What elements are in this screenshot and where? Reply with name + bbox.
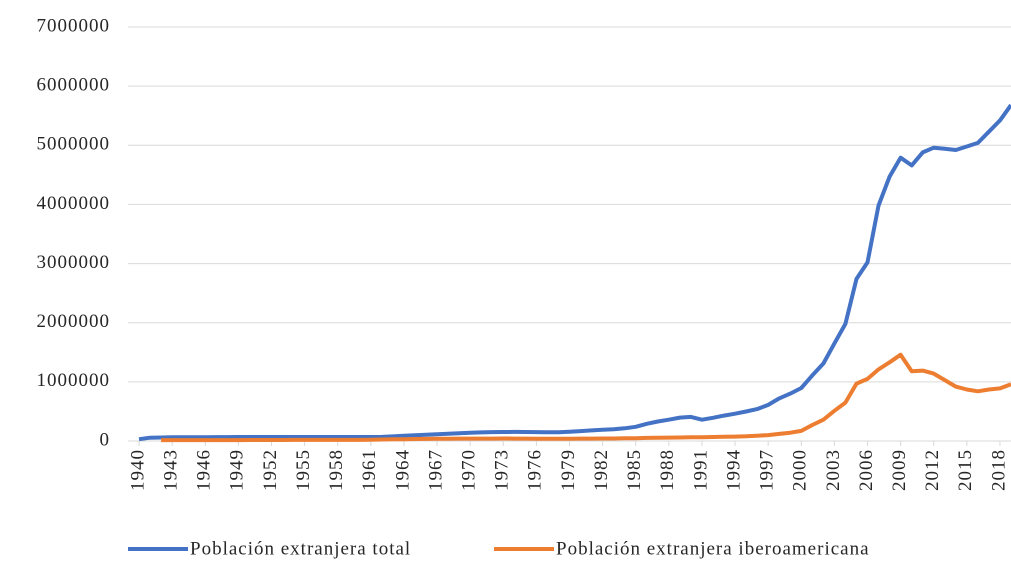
y-tick-label: 3000000: [37, 252, 111, 273]
y-tick-label: 1000000: [37, 370, 111, 391]
x-tick-label: 1949: [227, 449, 248, 491]
x-tick-label: 2009: [889, 449, 910, 491]
x-tick-label: 1940: [127, 449, 148, 491]
x-tick-label: 2006: [856, 449, 877, 491]
y-tick-label: 0: [100, 429, 111, 450]
x-tick-label: 2012: [922, 449, 943, 491]
x-tick-label: 1964: [392, 449, 413, 491]
y-tick-label: 5000000: [37, 134, 111, 155]
legend-label: Población extranjera total: [190, 538, 411, 559]
x-tick-label: 2000: [790, 449, 811, 491]
x-tick-label: 1961: [359, 449, 380, 491]
x-tick-label: 1970: [459, 449, 480, 491]
legend-label: Población extranjera iberoamericana: [556, 538, 870, 559]
legend-item: Población extranjera total: [128, 538, 411, 559]
x-tick-label: 1952: [260, 449, 281, 491]
x-tick-label: 1985: [624, 449, 645, 491]
x-tick-label: 1976: [525, 449, 546, 491]
series-line: [161, 352, 1011, 443]
x-tick-label: 1973: [492, 449, 513, 491]
x-tick-label: 2015: [955, 449, 976, 491]
x-tick-label: 1967: [425, 449, 446, 491]
x-tick-label: 1991: [690, 449, 711, 491]
y-tick-label: 6000000: [37, 75, 111, 96]
y-tick-label: 2000000: [37, 311, 111, 332]
x-tick-label: 1988: [657, 449, 678, 491]
x-tick-label: 1997: [757, 449, 778, 491]
series-line: [138, 103, 1011, 442]
x-tick-label: 2003: [823, 449, 844, 491]
x-tick-label: 2018: [988, 449, 1009, 491]
x-tick-label: 1982: [591, 449, 612, 491]
x-tick-label: 1979: [558, 449, 579, 491]
y-tick-label: 4000000: [37, 193, 111, 214]
x-tick-label: 1958: [326, 449, 347, 491]
legend-item: Población extranjera iberoamericana: [494, 538, 870, 559]
x-tick-label: 1994: [723, 449, 744, 491]
x-tick-label: 1946: [194, 449, 215, 491]
x-tick-label: 1943: [161, 449, 182, 491]
x-tick-label: 1955: [293, 449, 314, 491]
y-tick-label: 7000000: [37, 15, 111, 36]
